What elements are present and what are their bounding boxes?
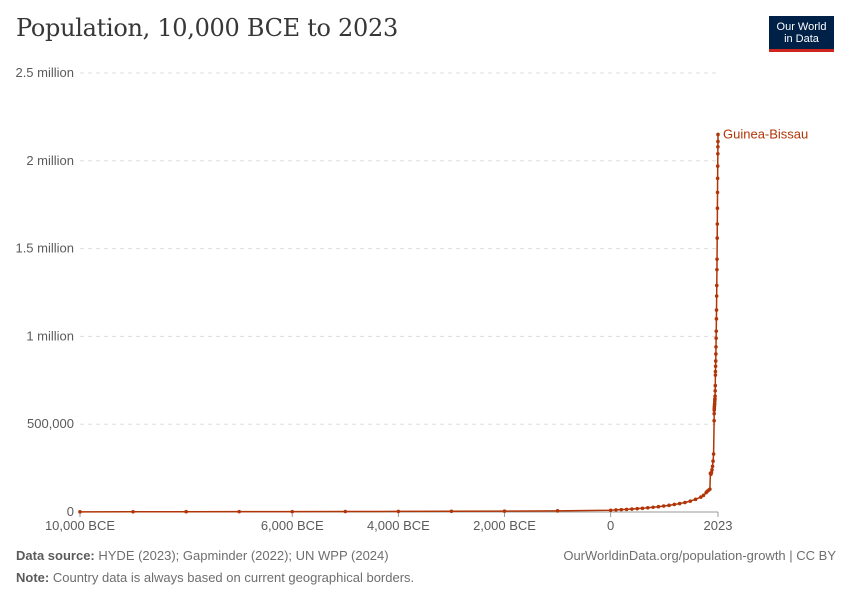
data-point-69[interactable] bbox=[715, 206, 720, 211]
note-text: Country data is always based on current … bbox=[52, 570, 415, 585]
data-point-74[interactable] bbox=[716, 144, 720, 149]
data-point-55[interactable] bbox=[713, 364, 718, 369]
y-tick-label-3: 1.5 million bbox=[15, 241, 74, 256]
credit-link[interactable]: OurWorldinData.org/population-growth | C… bbox=[563, 548, 836, 563]
grid-layer bbox=[80, 72, 718, 425]
data-point-3[interactable] bbox=[237, 509, 241, 514]
data-point-27[interactable] bbox=[699, 495, 703, 499]
data-point-64[interactable] bbox=[714, 283, 719, 288]
y-axis: 0 500,000 1 million 1.5 million 2 million 2.5… bbox=[15, 65, 74, 519]
data-point-19[interactable] bbox=[656, 504, 661, 509]
data-point-13[interactable] bbox=[624, 507, 629, 512]
data-point-26[interactable] bbox=[693, 497, 698, 502]
data-point-56[interactable] bbox=[713, 359, 718, 363]
data-point-37[interactable] bbox=[710, 464, 715, 469]
data-point-32[interactable] bbox=[708, 487, 712, 491]
data-point-23[interactable] bbox=[677, 501, 682, 506]
data-point-16[interactable] bbox=[640, 506, 645, 511]
chart-note: Note: Country data is always based on cu… bbox=[16, 570, 414, 585]
data-point-65[interactable] bbox=[715, 267, 719, 272]
data-point-51[interactable] bbox=[713, 389, 717, 393]
data-source: Data source: HYDE (2023); Gapminder (202… bbox=[16, 548, 389, 563]
data-point-70[interactable] bbox=[715, 190, 720, 195]
data-point-54[interactable] bbox=[713, 369, 718, 374]
chart-title: Population, 10,000 BCE to 2023 bbox=[16, 14, 398, 42]
data-point-21[interactable] bbox=[667, 503, 671, 508]
data-point-67[interactable] bbox=[715, 236, 720, 240]
data-point-24[interactable] bbox=[683, 500, 687, 505]
data-point-25[interactable] bbox=[688, 499, 693, 503]
data-point-57[interactable] bbox=[714, 352, 718, 356]
data-point-59[interactable] bbox=[714, 336, 718, 340]
note-label: Note: bbox=[16, 570, 50, 585]
owid-logo[interactable]: Our World in Data bbox=[769, 16, 834, 52]
data-point-28[interactable] bbox=[701, 493, 706, 498]
data-point-49[interactable] bbox=[713, 396, 717, 401]
data-point-75[interactable] bbox=[716, 139, 720, 144]
data-point-71[interactable] bbox=[715, 176, 720, 181]
data-point-0[interactable] bbox=[78, 510, 82, 514]
y-tick-label-4: 2 million bbox=[26, 153, 74, 168]
x-tick-label-1: 6,000 BCE bbox=[261, 518, 324, 533]
data-point-14[interactable] bbox=[630, 507, 634, 511]
data-point-41[interactable] bbox=[712, 411, 716, 416]
data-point-68[interactable] bbox=[715, 222, 720, 226]
data-point-58[interactable] bbox=[714, 345, 718, 349]
data-point-38[interactable] bbox=[711, 459, 715, 463]
data-point-50[interactable] bbox=[713, 394, 717, 398]
data-point-63[interactable] bbox=[714, 294, 719, 298]
data-point-61[interactable] bbox=[714, 317, 719, 321]
data-point-15[interactable] bbox=[635, 506, 639, 511]
x-tick-label-2: 4,000 BCE bbox=[367, 518, 430, 533]
series-label-0[interactable]: Guinea-Bissau bbox=[723, 126, 808, 141]
y-tick-label-2: 1 million bbox=[26, 328, 74, 343]
y-tick-label-1: 500,000 bbox=[27, 416, 74, 431]
data-point-7[interactable] bbox=[449, 509, 454, 514]
y-tick-label-5: 2.5 million bbox=[15, 65, 74, 80]
data-point-9[interactable] bbox=[555, 509, 560, 513]
x-tick-label-3: 2,000 BCE bbox=[473, 518, 536, 533]
data-point-2[interactable] bbox=[184, 509, 188, 514]
data-point-11[interactable] bbox=[614, 508, 618, 512]
data-point-6[interactable] bbox=[396, 509, 401, 514]
data-point-36[interactable] bbox=[710, 468, 714, 472]
data-source-text[interactable]: HYDE (2023); Gapminder (2022); UN WPP (2… bbox=[98, 548, 389, 563]
logo-line-2: in Data bbox=[784, 33, 819, 45]
data-point-39[interactable] bbox=[711, 452, 716, 456]
data-point-17[interactable] bbox=[645, 505, 650, 510]
data-point-1[interactable] bbox=[131, 509, 135, 514]
data-point-72[interactable] bbox=[715, 164, 720, 168]
data-source-label: Data source: bbox=[16, 548, 95, 563]
data-point-20[interactable] bbox=[661, 504, 666, 508]
data-point-10[interactable] bbox=[608, 508, 613, 513]
series-line-0[interactable] bbox=[79, 134, 719, 513]
data-point-66[interactable] bbox=[715, 257, 719, 261]
data-point-5[interactable] bbox=[343, 509, 348, 514]
x-axis: 10,000 BCE 6,000 BCE 4,000 BCE 2,000 BCE 0 20… bbox=[45, 511, 733, 533]
series-layer: Guinea-Bissau bbox=[78, 126, 808, 514]
data-point-18[interactable] bbox=[651, 505, 655, 510]
data-point-53[interactable] bbox=[713, 373, 718, 377]
data-point-62[interactable] bbox=[714, 308, 719, 312]
data-point-73[interactable] bbox=[716, 151, 720, 156]
x-tick-label-4: 0 bbox=[607, 518, 614, 533]
data-point-76[interactable] bbox=[716, 132, 720, 137]
data-point-22[interactable] bbox=[672, 502, 677, 507]
y-tick-label-0: 0 bbox=[67, 504, 74, 519]
x-tick-label-5: 2023 bbox=[704, 518, 733, 533]
x-tick-label-0: 10,000 BCE bbox=[45, 518, 115, 533]
logo-line-1: Our World bbox=[776, 21, 827, 33]
data-point-40[interactable] bbox=[712, 418, 716, 423]
data-point-8[interactable] bbox=[502, 509, 507, 513]
data-point-12[interactable] bbox=[619, 507, 624, 512]
data-point-4[interactable] bbox=[290, 509, 295, 514]
data-point-60[interactable] bbox=[714, 329, 719, 333]
data-point-52[interactable] bbox=[713, 383, 718, 388]
